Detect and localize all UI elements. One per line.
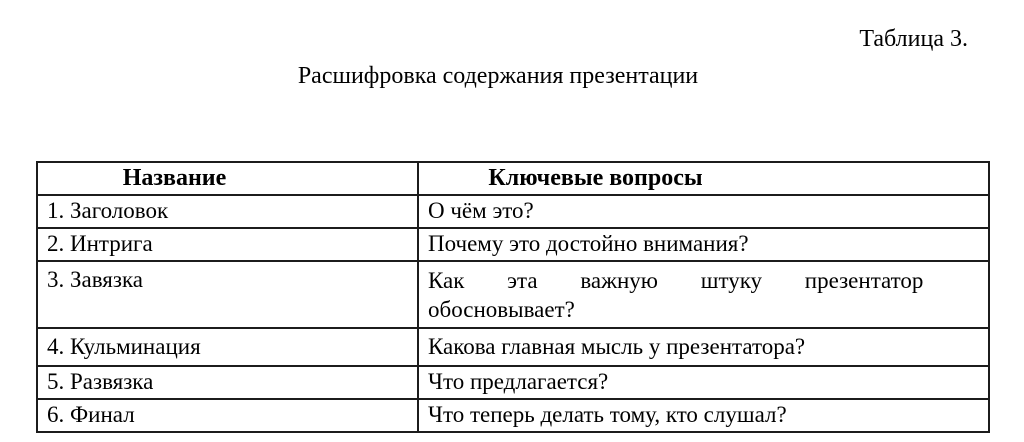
column-header-questions: Ключевые вопросы [417,161,990,196]
row-question-cell: Что теперь делать тому, кто слушал? [417,398,990,433]
column-header-name: Название [36,161,419,196]
row-name-cell: 6. Финал [36,398,419,433]
table-row: 3. Завязка Как эта важную штуку презента… [36,260,990,329]
question-line-2: обосновывает? [428,297,575,322]
row-question-cell: Что предлагается? [417,365,990,400]
question-line-1: Как эта важную штуку презентатор [428,268,924,293]
table-row: 1. Заголовок О чём это? [36,194,990,229]
row-question-cell: О чём это? [417,194,990,229]
table-row: 2. Интрига Почему это достойно внимания? [36,227,990,262]
table-row: 6. Финал Что теперь делать тому, кто слу… [36,398,990,433]
row-name-cell: 3. Завязка [36,260,419,329]
table-number-label: Таблица 3. [859,26,968,52]
row-name-cell: 4. Кульминация [36,327,419,367]
presentation-content-table: Название Ключевые вопросы 1. Заголовок О… [36,161,990,433]
table-header-row: Название Ключевые вопросы [36,161,990,196]
table-row: 5. Развязка Что предлагается? [36,365,990,400]
row-name-cell: 5. Развязка [36,365,419,400]
row-name-cell: 2. Интрига [36,227,419,262]
row-question-cell: Почему это достойно внимания? [417,227,990,262]
table-row: 4. Кульминация Какова главная мысль у пр… [36,327,990,367]
row-name-cell: 1. Заголовок [36,194,419,229]
table-caption: Расшифровка содержания презентации [297,63,699,89]
row-question-cell: Как эта важную штуку презентатор обоснов… [417,260,990,329]
row-question-cell: Какова главная мысль у презентатора? [417,327,990,367]
